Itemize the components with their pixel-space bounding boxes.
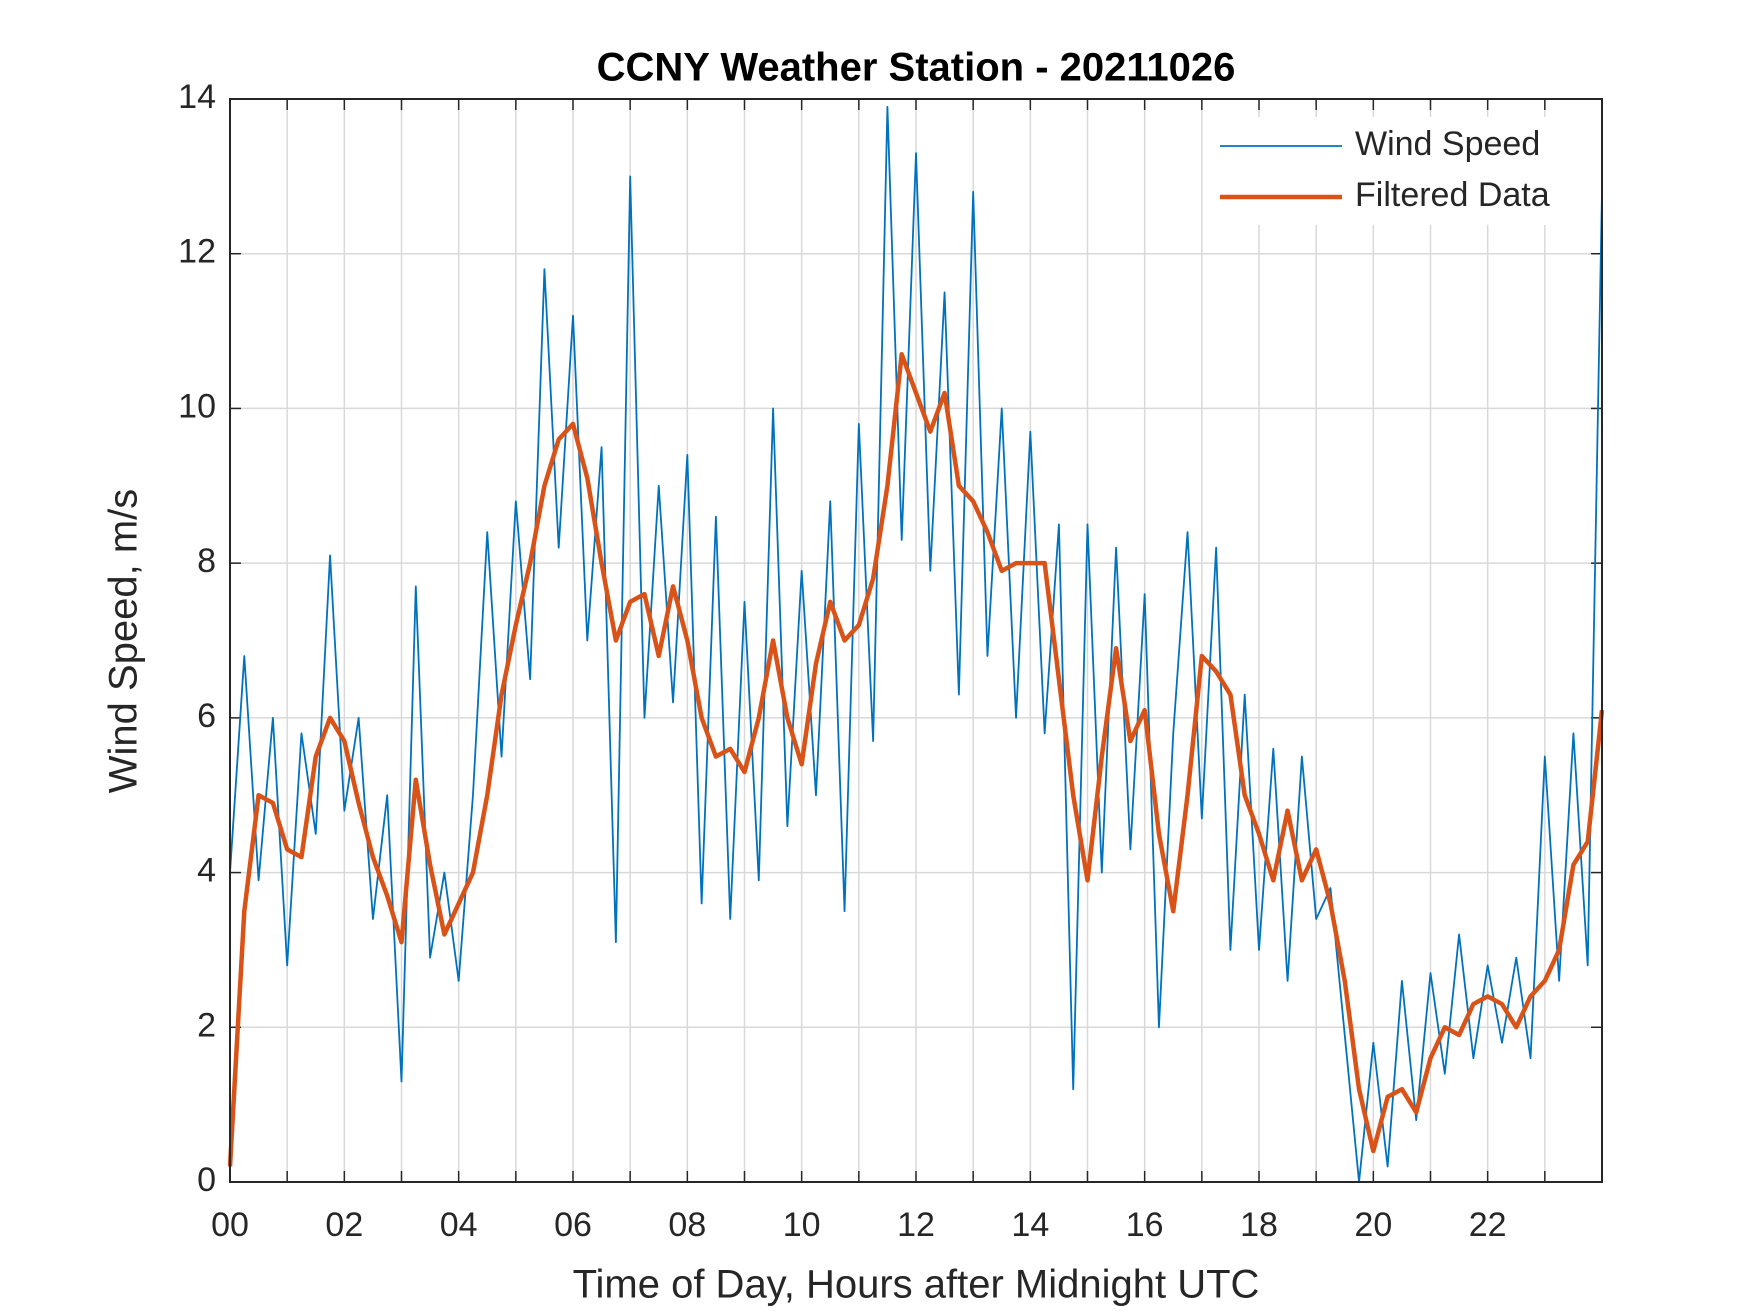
legend-box xyxy=(1217,117,1582,225)
x-tick-label: 12 xyxy=(897,1206,935,1244)
y-tick-label: 10 xyxy=(178,387,216,425)
y-tick-label: 4 xyxy=(197,852,216,890)
chart-title: CCNY Weather Station - 20211026 xyxy=(597,46,1236,90)
x-tick-label: 04 xyxy=(440,1206,478,1244)
x-tick-label: 20 xyxy=(1354,1206,1392,1244)
x-axis-label: Time of Day, Hours after Midnight UTC xyxy=(573,1263,1260,1307)
series-line xyxy=(229,105,1603,1183)
legend-label: Filtered Data xyxy=(1355,176,1550,214)
y-axis-label: Wind Speed, m/s xyxy=(102,489,146,794)
y-tick-label: 6 xyxy=(197,697,216,735)
x-tick-label: 00 xyxy=(211,1206,249,1244)
x-tick-label: 10 xyxy=(783,1206,821,1244)
x-tick-label: 18 xyxy=(1240,1206,1278,1244)
x-tick-label: 22 xyxy=(1469,1206,1507,1244)
x-tick-label: 14 xyxy=(1011,1206,1049,1244)
plot-frame xyxy=(229,98,1603,1183)
y-tick-label: 12 xyxy=(178,233,216,271)
series-line xyxy=(227,352,1605,1167)
x-tick-label: 06 xyxy=(554,1206,592,1244)
y-tick-label: 0 xyxy=(197,1161,216,1199)
y-tick-label: 8 xyxy=(197,542,216,580)
y-tick-label: 2 xyxy=(197,1006,216,1044)
x-tick-label: 08 xyxy=(668,1206,706,1244)
x-tick-label: 02 xyxy=(325,1206,363,1244)
x-tick-label: 16 xyxy=(1126,1206,1164,1244)
y-tick-label: 14 xyxy=(178,78,216,116)
legend-label: Wind Speed xyxy=(1355,125,1540,163)
